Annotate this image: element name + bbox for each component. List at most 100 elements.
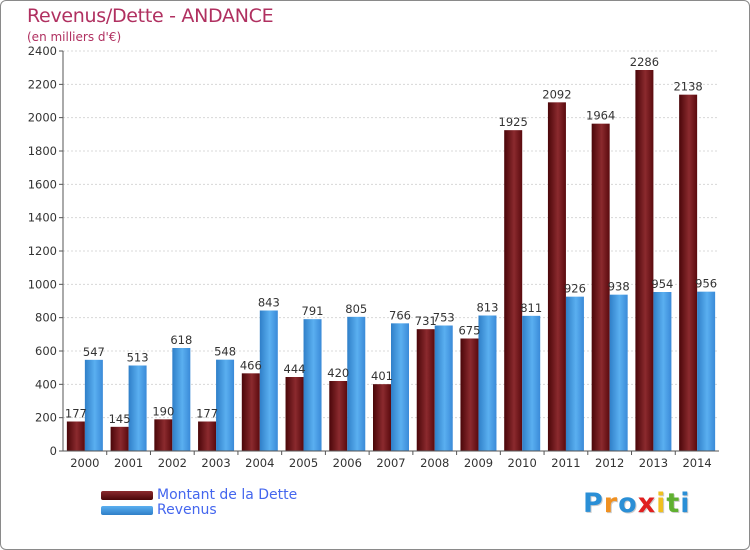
data-label-revenus: 926	[564, 282, 586, 296]
bar-revenus	[434, 325, 453, 451]
x-tick-label: 2011	[551, 456, 580, 470]
y-tick-label: 1400	[28, 211, 57, 225]
y-tick-label: 200	[35, 411, 57, 425]
data-label-revenus: 805	[345, 302, 367, 316]
data-label-dette: 177	[196, 407, 218, 421]
x-tick-label: 2002	[158, 456, 187, 470]
x-tick-label: 2013	[639, 456, 668, 470]
labels-layer: 177 547 145 513 190 618 177 548 466 843 444 791 420 8…	[65, 55, 717, 426]
bar-dette	[154, 419, 173, 451]
y-tick-label: 1800	[28, 144, 57, 158]
x-tick-label: 2007	[376, 456, 405, 470]
data-label-revenus: 513	[127, 351, 149, 365]
bar-dette	[373, 384, 391, 451]
bar-dette	[110, 426, 129, 451]
y-tick-label: 800	[35, 311, 57, 325]
legend-item-revenus: Revenus	[101, 502, 217, 518]
x-tick-label: 2014	[682, 456, 711, 470]
bar-dette	[241, 373, 260, 451]
bar-dette	[460, 338, 479, 451]
logo-letter: i	[656, 488, 667, 519]
logo-letter: P	[583, 488, 604, 519]
bar-dette	[504, 130, 523, 451]
legend-label-dette: Montant de la Dette	[157, 487, 298, 503]
x-tick-label: 2009	[464, 456, 493, 470]
logo-letter: x	[637, 488, 657, 519]
data-label-revenus: 813	[476, 301, 498, 315]
legend-label-revenus: Revenus	[157, 502, 217, 518]
x-tick-label: 2005	[289, 456, 318, 470]
data-label-dette: 401	[371, 369, 393, 383]
data-label-revenus: 811	[520, 301, 542, 315]
x-tick-label: 2006	[333, 456, 362, 470]
y-tick-label: 600	[35, 344, 57, 358]
data-label-dette: 177	[65, 407, 87, 421]
bar-revenus	[216, 359, 235, 451]
chart-title: Revenus/Dette - ANDANCE	[27, 5, 274, 27]
data-label-dette: 2092	[542, 87, 571, 101]
data-label-revenus: 791	[302, 304, 324, 318]
legend-swatch-revenus	[101, 505, 153, 515]
bar-revenus	[303, 319, 322, 451]
data-label-revenus: 547	[83, 345, 105, 359]
data-label-revenus: 843	[258, 296, 280, 310]
proxiti-logo: Proxiti	[583, 488, 691, 519]
legend-swatch-dette	[101, 490, 153, 500]
bar-revenus	[522, 315, 541, 451]
bar-dette	[635, 70, 654, 451]
data-label-dette: 731	[415, 314, 437, 328]
axis-layer: 0 200 400 600 800 1000 1200 1400 1600 1800 2000 220…	[28, 44, 719, 470]
data-label-dette: 1964	[586, 109, 615, 123]
bar-dette	[547, 102, 566, 451]
x-tick-label: 2012	[595, 456, 624, 470]
data-label-dette: 2138	[673, 80, 702, 94]
y-tick-label: 1000	[28, 277, 57, 291]
bar-revenus	[347, 316, 366, 451]
x-tick-label: 2008	[420, 456, 449, 470]
bar-dette	[198, 421, 217, 451]
data-label-dette: 444	[284, 362, 306, 376]
data-label-revenus: 956	[695, 277, 717, 291]
data-label-revenus: 618	[170, 333, 192, 347]
x-tick-label: 2001	[114, 456, 143, 470]
y-tick-label: 1600	[28, 177, 57, 191]
y-tick-label: 2000	[28, 111, 57, 125]
y-tick-label: 2200	[28, 77, 57, 91]
bar-revenus	[565, 296, 584, 451]
x-tick-label: 2004	[245, 456, 274, 470]
data-label-dette: 2286	[630, 55, 659, 69]
bar-revenus	[478, 315, 497, 451]
logo-letter: r	[603, 488, 619, 519]
bar-dette	[679, 94, 698, 452]
data-label-revenus: 753	[433, 311, 455, 325]
legend-item-dette: Montant de la Dette	[101, 487, 297, 503]
bar-revenus	[697, 291, 716, 451]
y-tick-label: 400	[35, 377, 57, 391]
bar-revenus	[172, 348, 191, 451]
logo-letter: i	[680, 488, 691, 519]
data-label-dette: 1925	[499, 115, 528, 129]
data-label-dette: 420	[327, 366, 349, 380]
data-label-dette: 466	[240, 358, 262, 372]
y-tick-label: 0	[50, 444, 57, 458]
data-label-revenus: 938	[608, 280, 630, 294]
bars-layer	[66, 70, 716, 452]
bar-dette	[416, 329, 435, 451]
x-tick-label: 2003	[201, 456, 230, 470]
data-label-revenus: 954	[651, 277, 673, 291]
data-label-dette: 145	[109, 412, 131, 426]
x-tick-label: 2010	[508, 456, 537, 470]
logo-letter: t	[666, 488, 681, 519]
bar-revenus	[84, 359, 103, 451]
bar-revenus	[653, 292, 672, 451]
y-tick-label: 2400	[28, 44, 57, 58]
data-label-revenus: 548	[214, 345, 236, 359]
logo-letter: o	[618, 488, 638, 519]
bar-dette	[285, 377, 304, 451]
data-label-revenus: 766	[389, 308, 411, 322]
bar-dette	[591, 123, 610, 452]
data-label-dette: 675	[458, 324, 480, 338]
bar-dette	[329, 381, 348, 451]
